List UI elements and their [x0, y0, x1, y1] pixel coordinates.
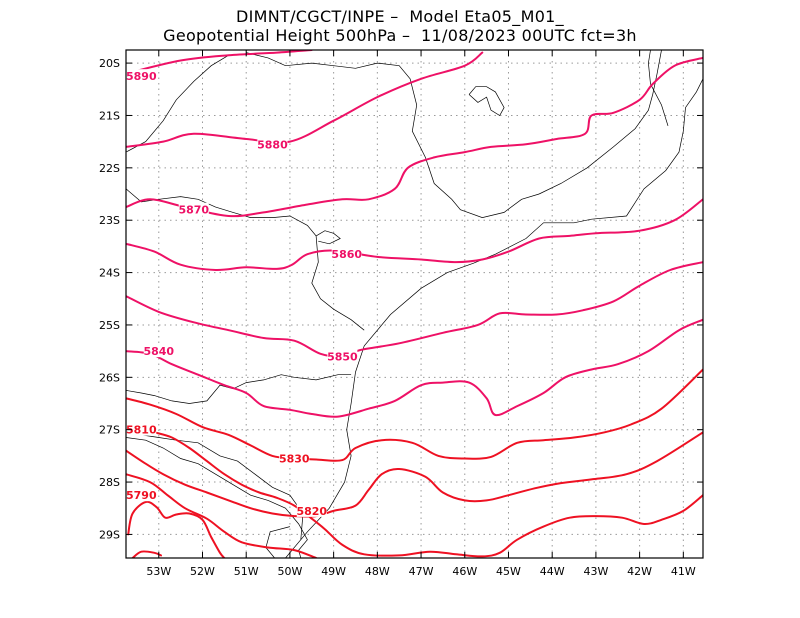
sp-mg-border	[246, 52, 540, 218]
sc-rs-border	[126, 431, 304, 540]
x-tick-label: 42W	[627, 565, 652, 578]
y-tick-label: 29S	[99, 528, 120, 541]
contour-label-5830: 5830	[279, 452, 310, 465]
y-tick-label: 25S	[99, 319, 120, 332]
graticule	[126, 50, 703, 558]
mg-es-border	[648, 50, 669, 127]
brazil-southern-border	[126, 437, 308, 558]
x-tick-label: 48W	[365, 565, 390, 578]
y-tick-label: 26S	[99, 371, 120, 384]
contour-labels: 5890 5880 5870 5860 5850 5840 5830 5820 5810 5790	[126, 69, 362, 518]
contour-5780	[131, 550, 162, 558]
y-tick-label: 24S	[99, 267, 120, 280]
contour-label-bg	[279, 451, 310, 465]
contour-label-bg	[296, 503, 327, 517]
contour-5890	[126, 50, 313, 75]
y-tick-label: 23S	[99, 214, 120, 227]
x-tick-label: 43W	[583, 565, 608, 578]
contour-label-5790: 5790	[126, 489, 157, 502]
contour-label-5860: 5860	[331, 248, 362, 261]
x-tick-label: 47W	[409, 565, 434, 578]
contour-5830	[126, 368, 703, 462]
contour-label-bg	[327, 349, 358, 363]
x-tick-label: 46W	[452, 565, 477, 578]
x-tick-label: 50W	[277, 565, 302, 578]
x-tick-label: 53W	[146, 565, 171, 578]
contour-label-bg	[257, 137, 288, 151]
mg-rj-border	[538, 50, 662, 195]
contour-5850	[126, 261, 703, 358]
y-tick-label: 27S	[99, 424, 120, 437]
map-title-line2: Geopotential Height 500hPa – 11/08/2023 …	[163, 26, 637, 45]
map-title-line1: DIMNT/CGCT/INPE – Model Eta05_M01_	[236, 7, 564, 26]
axis-ticks: 53W 52W 51W 50W 49W 48W 47W 46W 45W 44W 43W 42W 41W 2…	[99, 50, 703, 578]
contour-label-bg	[126, 69, 157, 83]
contour-5840	[126, 318, 703, 418]
contour-5800	[126, 473, 318, 558]
contour-label-bg	[143, 344, 174, 358]
y-tick-label: 21S	[99, 109, 120, 122]
map-frame	[125, 49, 704, 559]
geopotential-contours	[126, 50, 703, 558]
lagoa-dos-patos-shore	[265, 526, 290, 558]
contour-5880	[126, 51, 484, 148]
x-tick-label: 49W	[321, 565, 346, 578]
contour-label-bg	[126, 488, 157, 502]
contour-5810	[153, 431, 703, 558]
contour-5790	[127, 500, 226, 558]
contour-label-bg	[126, 422, 157, 436]
contour-label-5840: 5840	[143, 345, 174, 358]
parana-river	[126, 54, 229, 153]
x-tick-label: 44W	[540, 565, 565, 578]
x-tick-label: 51W	[234, 565, 259, 578]
x-tick-label: 45W	[496, 565, 521, 578]
x-tick-label: 41W	[671, 565, 696, 578]
contour-5820	[126, 431, 703, 518]
y-tick-label: 22S	[99, 162, 120, 175]
y-tick-label: 20S	[99, 57, 120, 70]
contour-5860	[126, 198, 703, 272]
contour-label-5890: 5890	[126, 70, 157, 83]
contour-label-5810: 5810	[126, 424, 157, 437]
contour-label-5880: 5880	[257, 138, 288, 151]
furnas-lake	[468, 86, 505, 116]
paranapanema-river	[126, 188, 365, 331]
contour-5870	[126, 56, 703, 218]
contour-label-5820: 5820	[296, 505, 327, 518]
x-tick-label: 52W	[190, 565, 215, 578]
y-tick-label: 28S	[99, 476, 120, 489]
billings-reservoir	[315, 230, 341, 245]
contour-label-bg	[178, 202, 209, 216]
atlantic-coast	[285, 78, 703, 558]
contour-label-5850: 5850	[327, 350, 358, 363]
contour-label-5870: 5870	[178, 204, 209, 217]
contour-label-bg	[331, 247, 362, 261]
